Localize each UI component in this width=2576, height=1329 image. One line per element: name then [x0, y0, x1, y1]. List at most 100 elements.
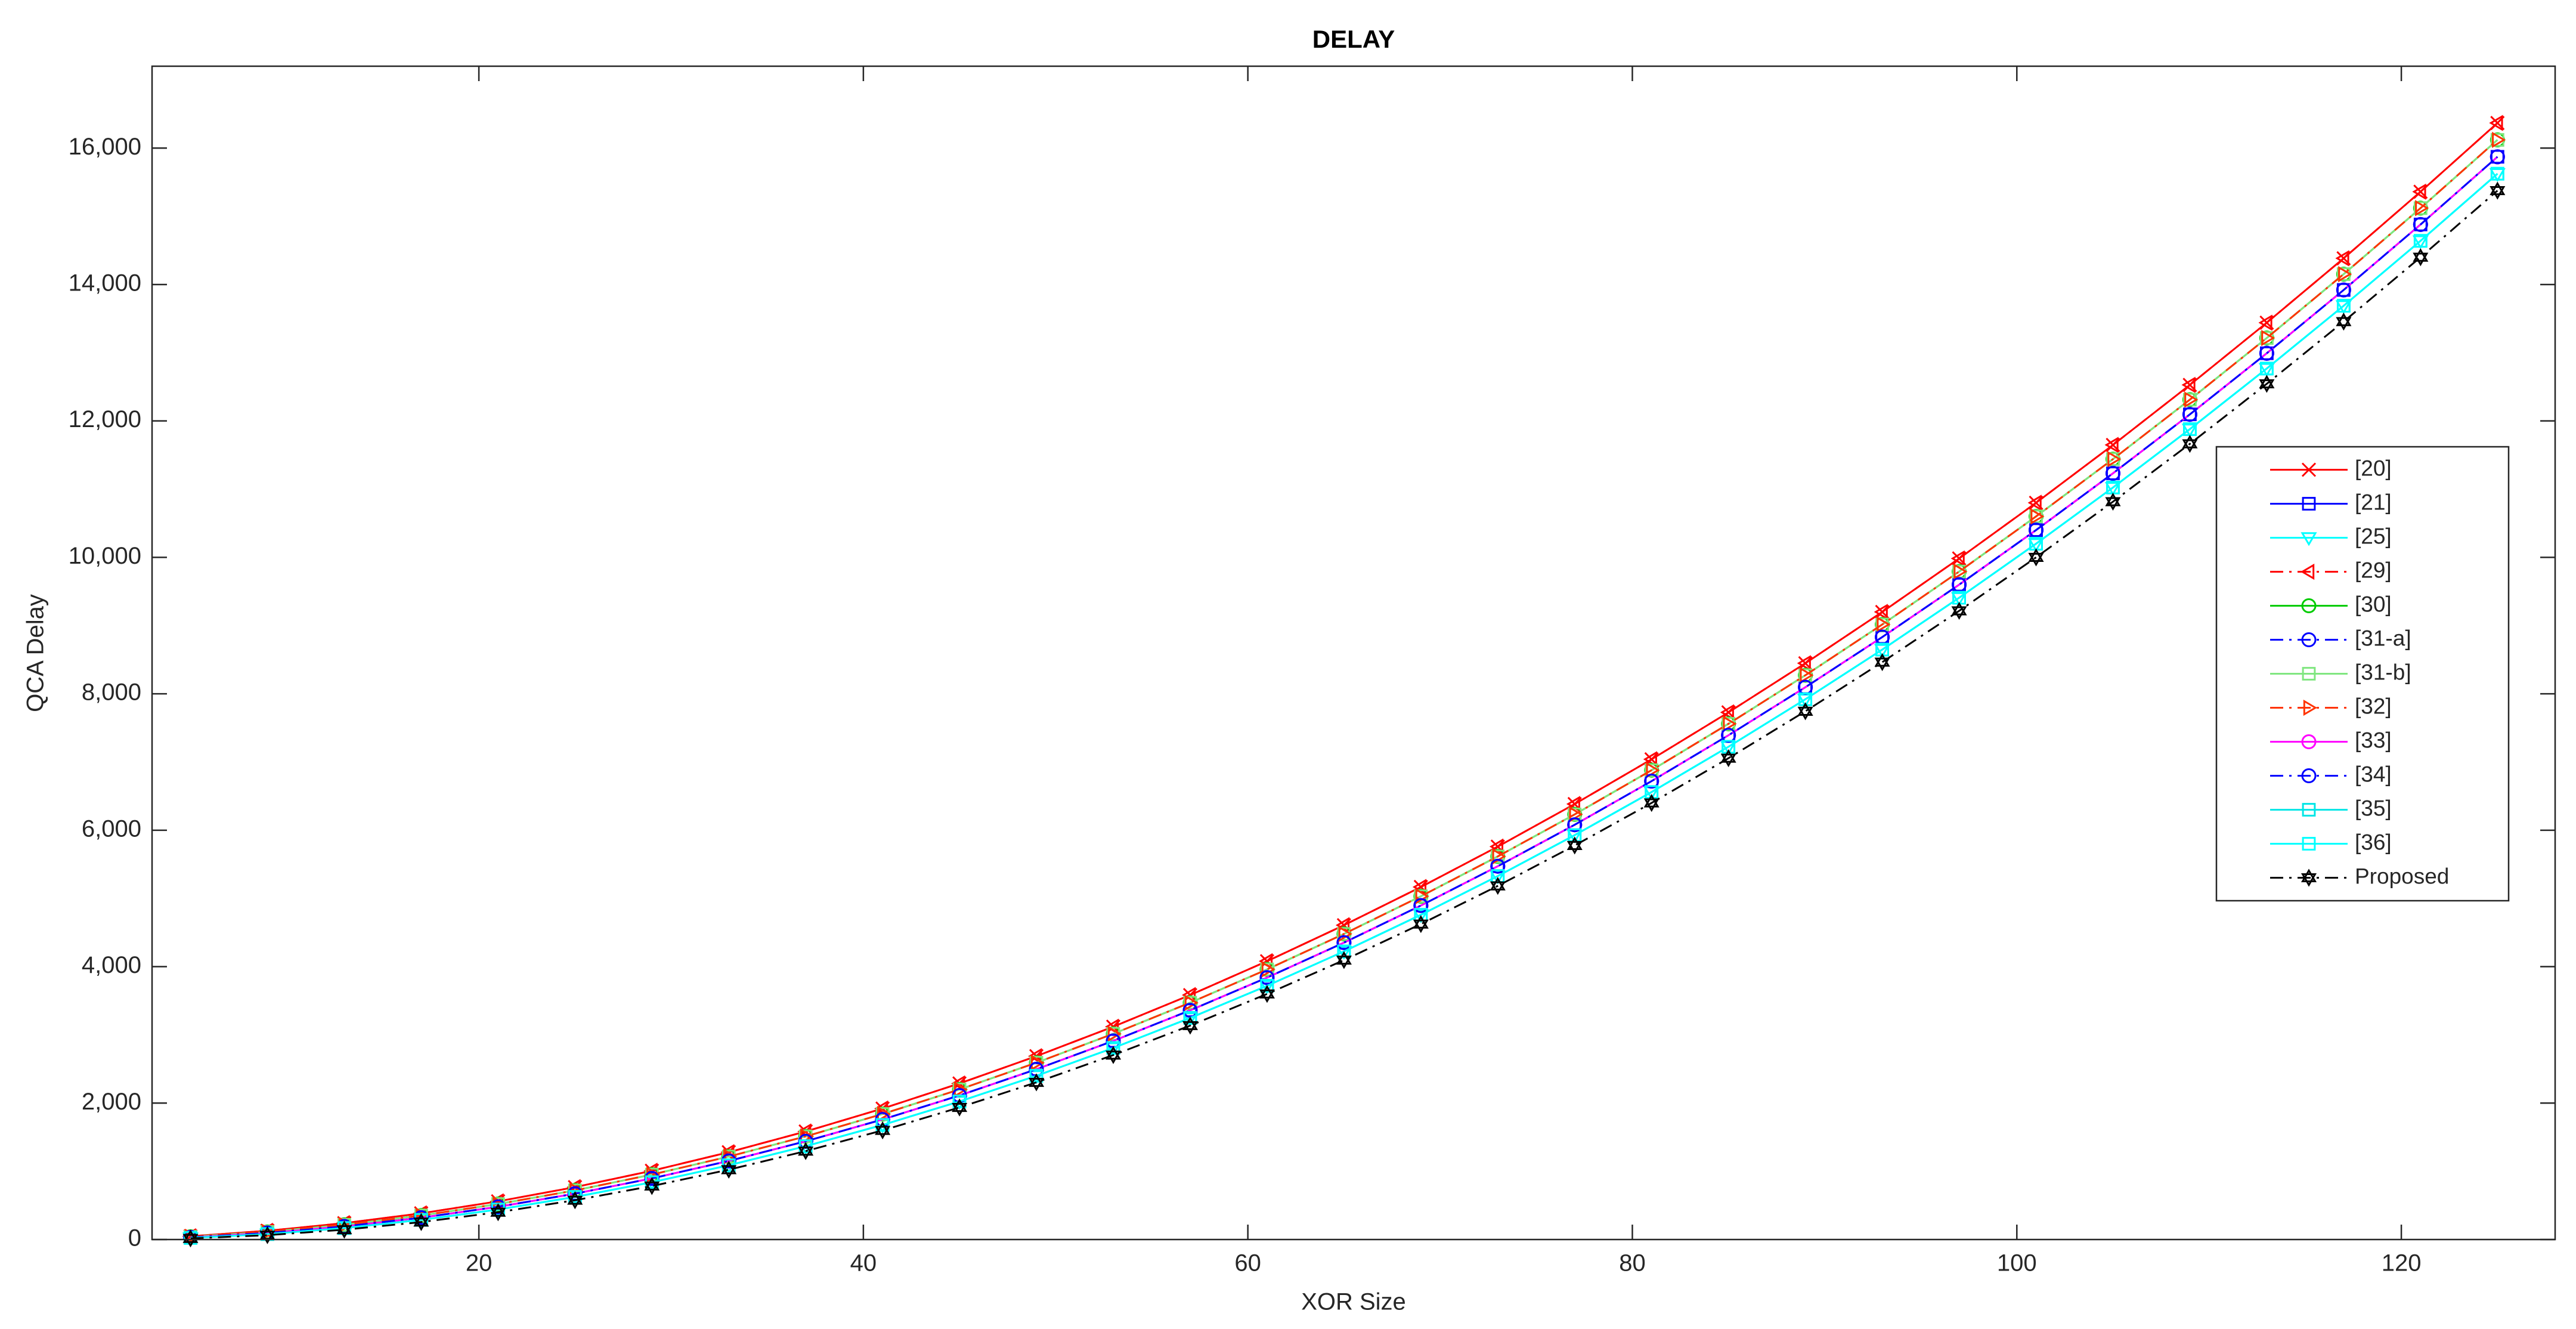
marker [2335, 300, 2352, 314]
marker [721, 1160, 737, 1179]
y-tick-label: 6,000 [82, 815, 141, 842]
marker [1030, 1054, 1045, 1071]
marker [1336, 935, 1352, 950]
marker [2104, 482, 2122, 496]
marker [1182, 1016, 1199, 1035]
marker [1413, 898, 1429, 913]
legend-label: [25] [2355, 524, 2392, 548]
legend-marker [2301, 462, 2317, 477]
marker [1184, 994, 1199, 1011]
legend-label: [30] [2355, 592, 2392, 616]
legend-marker [2301, 563, 2315, 580]
x-tick-label: 20 [466, 1250, 493, 1277]
marker [2335, 250, 2349, 267]
y-tick-label: 8,000 [82, 679, 141, 706]
y-tick-label: 10,000 [69, 543, 141, 569]
marker [2105, 466, 2120, 481]
legend-label: [21] [2355, 490, 2392, 514]
marker [1106, 1041, 1120, 1055]
marker [2182, 434, 2198, 453]
marker [2336, 282, 2351, 298]
marker [1874, 604, 1888, 620]
marker [1720, 749, 1736, 768]
marker [2181, 376, 2196, 393]
legend: [20] [21] [25] [29] [30] [31-a] [31-b] [32] [33]… [2215, 446, 2510, 902]
marker [2336, 299, 2351, 313]
plot-area [152, 66, 2555, 1240]
marker [1644, 773, 1659, 789]
legend-marker [2303, 699, 2317, 716]
chart-title: DELAY [1312, 25, 1395, 53]
marker [2261, 329, 2275, 347]
marker [1490, 858, 1506, 874]
marker [490, 1203, 506, 1222]
marker [2413, 248, 2429, 267]
y-axis-label: QCA Delay [23, 594, 49, 712]
marker [798, 1139, 813, 1153]
legend-label: [29] [2355, 558, 2392, 582]
legend-marker [2301, 632, 2317, 647]
legend-label: [35] [2355, 796, 2392, 820]
x-axis-label: XOR Size [1301, 1289, 1406, 1315]
marker [644, 1177, 660, 1195]
legend-marker [2301, 869, 2317, 887]
x-tick-label: 60 [1234, 1250, 1261, 1277]
marker [1261, 961, 1275, 978]
legend-label: [20] [2355, 456, 2392, 480]
legend-label: [33] [2355, 728, 2392, 752]
marker [2413, 234, 2428, 248]
legend-label: [31-a] [2355, 626, 2411, 650]
marker [2412, 183, 2426, 200]
x-tick-label: 80 [1619, 1250, 1646, 1277]
marker [1107, 1025, 1122, 1042]
marker [1643, 751, 1657, 768]
y-tick-label: 16,000 [69, 134, 141, 160]
marker [1723, 715, 1737, 733]
marker [1950, 592, 1968, 607]
legend-box [2215, 446, 2510, 902]
marker [2492, 131, 2506, 149]
marker [798, 1142, 814, 1160]
marker [1490, 877, 1506, 895]
marker [1645, 785, 1659, 799]
legend-marker [2301, 768, 2317, 783]
marker [1028, 1073, 1045, 1092]
marker [1950, 550, 1965, 567]
marker [2258, 314, 2272, 331]
marker [1567, 817, 1583, 833]
legend-marker [2301, 734, 2317, 749]
y-tick-label: 4,000 [82, 952, 141, 978]
marker [1797, 702, 1813, 721]
legend-marker [2302, 497, 2316, 511]
marker [875, 1118, 890, 1132]
marker [1953, 563, 1968, 580]
marker [2412, 235, 2429, 249]
marker [1566, 836, 1583, 855]
series [182, 181, 2506, 1248]
marker [1800, 667, 1814, 684]
marker [2104, 437, 2119, 453]
marker [1259, 985, 1275, 1003]
y-tick-label: 0 [128, 1225, 141, 1251]
marker [2028, 548, 2044, 567]
marker [2260, 361, 2274, 376]
marker [1646, 762, 1660, 778]
series-line [190, 190, 2498, 1240]
marker [2184, 391, 2199, 408]
x-tick-label: 120 [2382, 1250, 2422, 1277]
marker [952, 1095, 967, 1108]
marker [1183, 1011, 1197, 1025]
marker [1029, 1069, 1044, 1083]
legend-label: [34] [2355, 762, 2392, 786]
marker [2259, 375, 2275, 393]
marker [875, 1121, 891, 1140]
marker [1260, 979, 1274, 993]
marker [2030, 508, 2045, 525]
marker [413, 1213, 429, 1231]
legend-label: [32] [2355, 694, 2392, 718]
marker [1797, 655, 1811, 672]
marker [2181, 424, 2199, 438]
marker [1720, 704, 1734, 721]
